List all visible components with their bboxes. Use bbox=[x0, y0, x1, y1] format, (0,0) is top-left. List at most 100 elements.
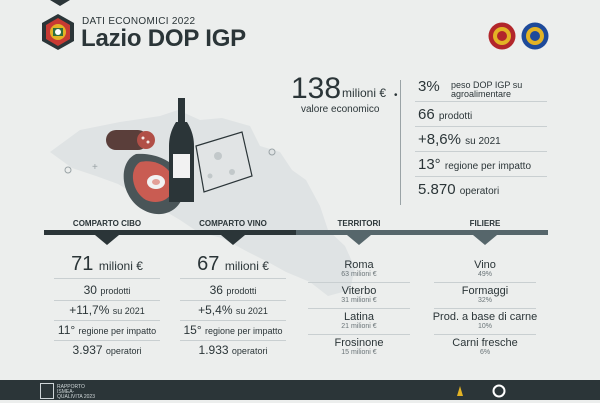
filiera-item: Vino 49% bbox=[422, 260, 548, 279]
page-title: Lazio DOP IGP bbox=[81, 25, 246, 52]
vino-growth-value: +5,4% bbox=[198, 303, 233, 317]
cibo-prodotti-label: prodotti bbox=[100, 286, 131, 296]
row-separator bbox=[308, 308, 410, 309]
section-vino-header: COMPARTO VINO bbox=[170, 217, 296, 245]
filiera-value: 49% bbox=[477, 271, 492, 278]
hero-value: 138 bbox=[291, 72, 342, 105]
section-title: FILIERE bbox=[469, 219, 501, 228]
cibo-prodotti: 30 prodotti bbox=[44, 281, 170, 300]
row-separator bbox=[180, 320, 286, 321]
vino-rank-label: regione per impatto bbox=[204, 326, 283, 336]
stat-label: operatori bbox=[459, 186, 500, 197]
vino-column: 67 milioni € 36 prodotti +5,4% su 2021 1… bbox=[170, 252, 296, 360]
row-separator bbox=[54, 340, 160, 341]
filiera-item: Prod. a base di carne 10% bbox=[422, 312, 548, 331]
vino-operatori-value: 1.933 bbox=[198, 343, 229, 357]
cibo-value: 71 bbox=[71, 253, 94, 275]
stat-separator bbox=[415, 151, 547, 152]
stat-label: prodotti bbox=[438, 111, 473, 122]
cibo-operatori-value: 3.937 bbox=[72, 343, 103, 357]
cibo-growth-label: su 2021 bbox=[112, 306, 145, 316]
hero-bullet-icon: • bbox=[394, 90, 398, 101]
section-title: COMPARTO VINO bbox=[199, 219, 267, 228]
cibo-prodotti-value: 30 bbox=[83, 283, 97, 297]
section-strip bbox=[422, 230, 548, 235]
section-title: TERRITORI bbox=[337, 219, 381, 228]
cibo-unit: milioni € bbox=[98, 259, 143, 273]
row-separator bbox=[308, 334, 410, 335]
footer-bar bbox=[0, 380, 600, 400]
filiere-column: Vino 49% Formaggi 32% Prod. a base di ca… bbox=[422, 260, 548, 357]
vino-rank-value: 15° bbox=[183, 323, 202, 337]
vino-value: 67 bbox=[197, 253, 220, 275]
territori-column: Roma 63 milioni € Viterbo 31 milioni € L… bbox=[296, 260, 422, 357]
filiera-value: 32% bbox=[477, 297, 492, 304]
row-separator bbox=[180, 300, 286, 301]
qualivita-logo-icon bbox=[492, 384, 506, 398]
cibo-growth-value: +11,7% bbox=[69, 303, 110, 317]
report-logo-icon bbox=[40, 383, 54, 399]
vino-unit: milioni € bbox=[224, 259, 269, 273]
section-strip bbox=[44, 230, 170, 235]
svg-text:+: + bbox=[92, 162, 98, 173]
row-separator bbox=[54, 300, 160, 301]
cibo-growth: +11,7% su 2021 bbox=[44, 301, 170, 320]
hero-unit: milioni € bbox=[342, 86, 387, 100]
row-separator bbox=[434, 334, 536, 335]
section-title: COMPARTO CIBO bbox=[72, 219, 142, 228]
territorio-value: 63 milioni € bbox=[341, 271, 377, 278]
lazio-emblem-icon bbox=[40, 13, 76, 51]
section-cibo-header: COMPARTO CIBO bbox=[44, 217, 170, 245]
cibo-rank-value: 11° bbox=[57, 323, 76, 337]
stat-value: 66 bbox=[418, 106, 435, 123]
filiera-value: 6% bbox=[479, 349, 491, 356]
down-arrow-icon bbox=[221, 235, 245, 245]
vino-prodotti-value: 36 bbox=[209, 283, 223, 297]
territorio-name: Viterbo bbox=[341, 285, 377, 297]
down-arrow-icon bbox=[95, 235, 119, 245]
row-separator bbox=[308, 282, 410, 283]
filiera-name: Prod. a base di carne bbox=[432, 311, 538, 323]
territorio-item: Frosinone 15 milioni € bbox=[296, 338, 422, 357]
territorio-item: Roma 63 milioni € bbox=[296, 260, 422, 279]
cibo-operatori-label: operatori bbox=[105, 346, 142, 356]
stat-separator bbox=[415, 126, 547, 127]
filiera-name: Vino bbox=[474, 259, 496, 271]
igp-seal-icon bbox=[521, 22, 549, 50]
filiera-name: Carni fresche bbox=[452, 337, 518, 349]
cibo-rank-label: regione per impatto bbox=[78, 326, 157, 336]
stat-prodotti: 66 prodotti bbox=[418, 106, 472, 123]
territorio-name: Frosinone bbox=[334, 337, 384, 349]
stat-label: su 2021 bbox=[465, 136, 501, 147]
ismea-logo-icon bbox=[455, 384, 465, 396]
stat-separator bbox=[415, 176, 547, 177]
vino-prodotti: 36 prodotti bbox=[170, 281, 296, 300]
territorio-item: Viterbo 31 milioni € bbox=[296, 286, 422, 305]
header-kicker: DATI ECONOMICI 2022 bbox=[82, 16, 196, 27]
territorio-value: 15 milioni € bbox=[341, 349, 377, 356]
stat-value: 5.870 bbox=[418, 181, 456, 198]
cibo-value-row: 71 milioni € bbox=[44, 252, 170, 278]
section-strip bbox=[296, 230, 422, 235]
section-strip bbox=[170, 230, 296, 235]
row-separator bbox=[54, 278, 160, 279]
vino-growth: +5,4% su 2021 bbox=[170, 301, 296, 320]
cibo-column: 71 milioni € 30 prodotti +11,7% su 2021 … bbox=[44, 252, 170, 360]
territorio-item: Latina 21 milioni € bbox=[296, 312, 422, 331]
stat-value: +8,6% bbox=[418, 131, 461, 148]
footer-report-text: RAPPORTO ISMEA-QUALIVITA 2023 bbox=[57, 384, 95, 400]
section-filiere-header: FILIERE bbox=[422, 217, 548, 245]
vino-rank: 15° regione per impatto bbox=[170, 321, 296, 340]
filiera-item: Formaggi 32% bbox=[422, 286, 548, 305]
lazio-map-illustration: + bbox=[10, 60, 390, 340]
stat-quota: 3% peso DOP IGP su agroalimentare bbox=[418, 78, 522, 99]
cibo-operatori: 3.937 operatori bbox=[44, 341, 170, 360]
hero-label: valore economico bbox=[301, 104, 380, 115]
row-separator bbox=[180, 278, 286, 279]
stat-value: 13° bbox=[418, 156, 441, 173]
stat-separator bbox=[415, 101, 547, 102]
stat-rank: 13° regione per impatto bbox=[418, 156, 531, 173]
territorio-name: Roma bbox=[344, 259, 374, 271]
stat-value: 3% bbox=[418, 78, 440, 95]
vertical-divider bbox=[400, 80, 401, 205]
